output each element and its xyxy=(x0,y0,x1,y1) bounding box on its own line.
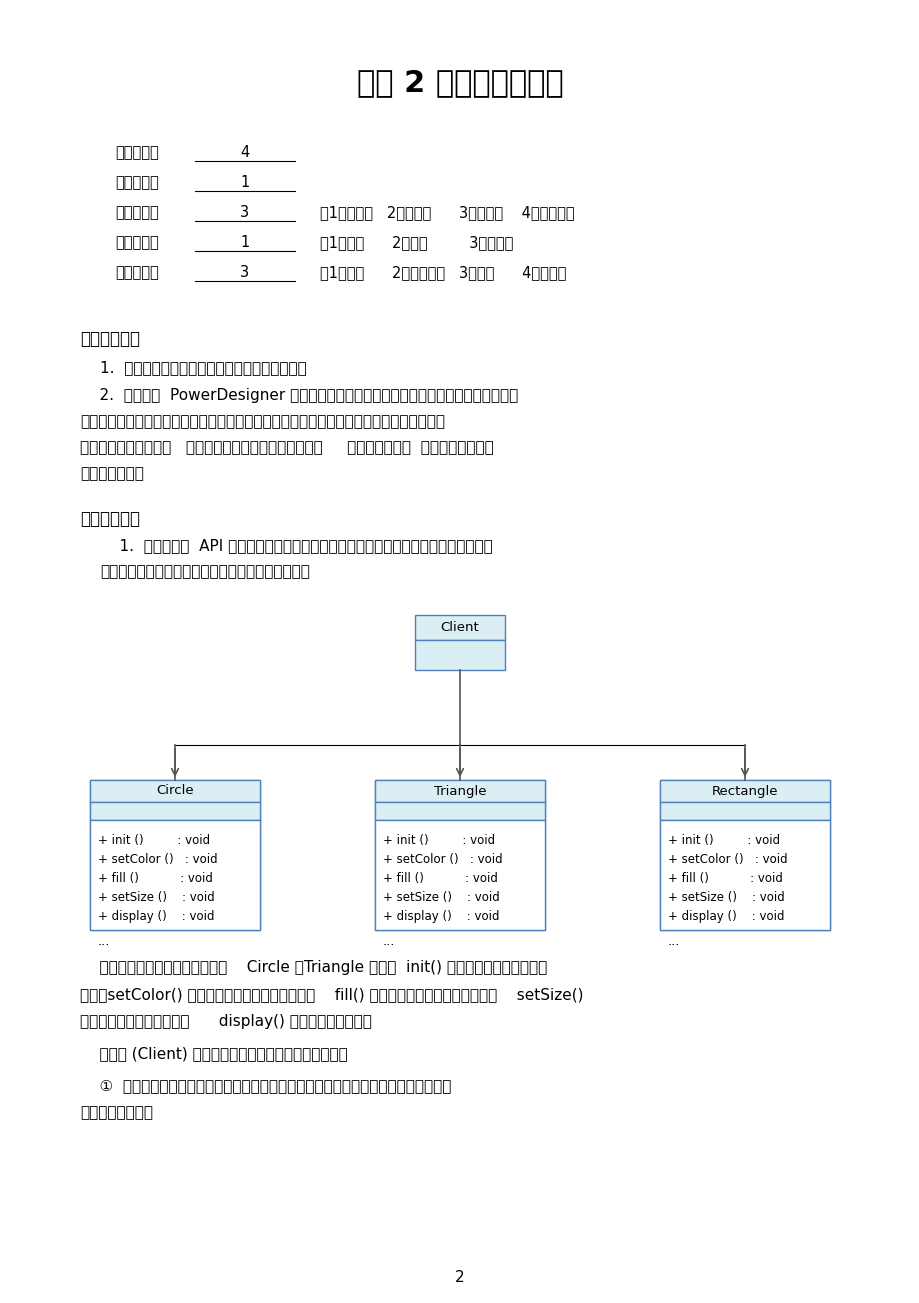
Bar xyxy=(659,780,829,803)
Text: 2: 2 xyxy=(455,1270,464,1285)
Text: + setColor ()   : void: + setColor () : void xyxy=(667,853,787,866)
Text: 1.  在某图形库  API 中提供了多种矢量图模板，用户可以基于这些矢量图创建不同的显: 1. 在某图形库 API 中提供了多种矢量图模板，用户可以基于这些矢量图创建不同… xyxy=(100,538,493,552)
Bar xyxy=(375,803,544,820)
Text: （1：必修      2：选修         3：其它）: （1：必修 2：选修 3：其它） xyxy=(320,235,513,250)
Bar xyxy=(375,820,544,930)
Text: 3: 3 xyxy=(240,265,249,280)
Text: （1：基础性   2：综合性      3：设计性    4：研究性）: （1：基础性 2：综合性 3：设计性 4：研究性） xyxy=(320,205,574,220)
Text: Circle: Circle xyxy=(156,784,194,797)
Bar xyxy=(659,820,829,930)
Text: Rectangle: Rectangle xyxy=(711,784,777,797)
Text: （1：基础      2：专业基础   3：专业      4：其它）: （1：基础 2：专业基础 3：专业 4：其它） xyxy=(320,265,566,280)
Text: ...: ... xyxy=(98,936,110,949)
Text: 实验学时：: 实验学时： xyxy=(115,145,159,160)
Text: 3: 3 xyxy=(240,205,249,220)
Bar xyxy=(90,780,260,930)
Text: 实验 2 设计模式实验一: 实验 2 设计模式实验一 xyxy=(357,68,562,96)
Bar xyxy=(375,780,544,930)
Bar xyxy=(659,780,829,930)
Text: + setColor ()   : void: + setColor () : void xyxy=(382,853,502,866)
Bar xyxy=(375,780,544,803)
Text: 实验类别：: 实验类别： xyxy=(115,265,159,280)
Text: 改客户类源代码；: 改客户类源代码； xyxy=(80,1105,153,1121)
Text: 一、实验目的: 一、实验目的 xyxy=(80,330,140,348)
Text: 实验要求：: 实验要求： xyxy=(115,235,159,250)
Text: + fill ()           : void: + fill () : void xyxy=(382,872,497,885)
Text: 客户类 (Client) 在使用该图形库时发现存在如下问题：: 客户类 (Client) 在使用该图形库时发现存在如下问题： xyxy=(80,1046,347,1061)
Text: 方法用于设置图形的大小，      display() 方法用于显示图形。: 方法用于设置图形的大小， display() 方法用于显示图形。 xyxy=(80,1014,371,1029)
Text: 每组人数：: 每组人数： xyxy=(115,175,159,190)
Text: + setSize ()    : void: + setSize () : void xyxy=(667,891,784,904)
Text: + display ()    : void: + display () : void xyxy=(382,909,499,923)
Text: 二、实验内容: 二、实验内容 xyxy=(80,509,140,528)
Bar xyxy=(414,615,505,640)
Text: + fill ()           : void: + fill () : void xyxy=(98,872,212,885)
Text: 示图形，图形库设计人员设计的初始类图如下所示：: 示图形，图形库设计人员设计的初始类图如下所示： xyxy=(100,564,310,579)
Text: + display ()    : void: + display () : void xyxy=(98,909,214,923)
Text: + init ()         : void: + init () : void xyxy=(667,834,779,847)
Text: ①  由于在创建窗口时每次只需要使用图形库中的一种图形，因此在更换图形时需要修: ① 由于在创建窗口时每次只需要使用图形库中的一种图形，因此在更换图形时需要修 xyxy=(80,1078,451,1093)
Bar xyxy=(90,780,260,803)
Text: 1: 1 xyxy=(240,175,249,190)
Text: 2.  熟练使用  PowerDesigner 和任意一种面向对象编程语言实现几种常见的创建型设计: 2. 熟练使用 PowerDesigner 和任意一种面向对象编程语言实现几种常… xyxy=(80,388,517,403)
Bar xyxy=(659,803,829,820)
Text: Triangle: Triangle xyxy=(433,784,486,797)
Bar xyxy=(90,803,260,820)
Text: 在该图形库中，每个图形类（如    Circle 、Triangle 等）的  init() 方法用于初始化所创建的: 在该图形库中，每个图形类（如 Circle 、Triangle 等）的 init… xyxy=(80,960,547,975)
Text: ...: ... xyxy=(667,936,680,949)
Text: + setSize ()    : void: + setSize () : void xyxy=(382,891,499,904)
Text: 实验类型：: 实验类型： xyxy=(115,205,159,220)
Text: 实现这些模式。: 实现这些模式。 xyxy=(80,466,143,481)
Text: 配器模式和组合模式，   理解每一种设计模式的模式动机，     掌握模式结构，  学习如何使用代码: 配器模式和组合模式， 理解每一种设计模式的模式动机， 掌握模式结构， 学习如何使… xyxy=(80,440,494,455)
Text: + init ()         : void: + init () : void xyxy=(98,834,210,847)
Text: 4: 4 xyxy=(240,145,249,160)
Text: 1: 1 xyxy=(240,235,249,250)
Bar xyxy=(414,640,505,670)
Text: Client: Client xyxy=(440,622,479,635)
Text: + fill ()           : void: + fill () : void xyxy=(667,872,782,885)
Text: + init ()         : void: + init () : void xyxy=(382,834,494,847)
Text: + setSize ()    : void: + setSize () : void xyxy=(98,891,214,904)
Text: 图形，setColor() 方法用于给图形设置边框颜色，    fill() 方法用于给图形设置填充颜色，    setSize(): 图形，setColor() 方法用于给图形设置边框颜色， fill() 方法用于… xyxy=(80,986,583,1002)
Text: + display ()    : void: + display () : void xyxy=(667,909,784,923)
Text: 模式和结构型设计模式，包括简单工厂模式、工厂方法模式、抽象工厂模式、单例模式、适: 模式和结构型设计模式，包括简单工厂模式、工厂方法模式、抽象工厂模式、单例模式、适 xyxy=(80,414,445,429)
Text: 1.  熟练使用面向对象设计原则对系统进行重构；: 1. 熟练使用面向对象设计原则对系统进行重构； xyxy=(100,360,306,375)
Bar xyxy=(90,820,260,930)
Text: ...: ... xyxy=(382,936,395,949)
Text: + setColor ()   : void: + setColor () : void xyxy=(98,853,218,866)
